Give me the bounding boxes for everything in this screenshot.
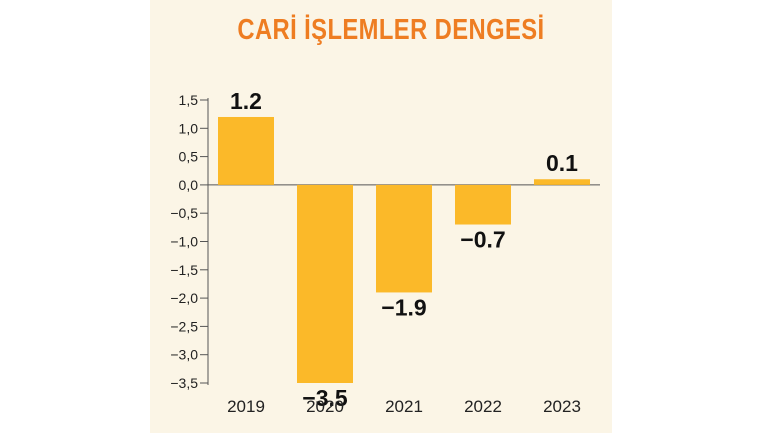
data-label-2021: −1.9 <box>381 294 426 320</box>
bar-2021 <box>376 184 432 293</box>
y-tick-label: −2,0 <box>170 290 198 306</box>
bar-2022 <box>455 184 511 225</box>
y-tick-label: −3,0 <box>170 347 198 363</box>
data-label-2022: −0.7 <box>460 227 505 253</box>
y-tick-label: −1,5 <box>170 262 198 278</box>
chart-title: CARİ İŞLEMLER DENGESİ <box>237 14 545 46</box>
data-label-2020: −3.5 <box>302 385 348 411</box>
data-label-2019: 1.2 <box>230 88 262 114</box>
x-tick-label-2019: 2019 <box>227 397 265 416</box>
x-tick-label-2023: 2023 <box>543 397 581 416</box>
x-tick-label-2022: 2022 <box>464 397 502 416</box>
y-tick-label: 0,5 <box>179 149 199 165</box>
y-tick-label: 1,0 <box>179 120 199 136</box>
y-tick-label: −3,5 <box>170 375 198 391</box>
y-tick-label: −0,5 <box>170 205 198 221</box>
bar-2023 <box>534 179 590 185</box>
y-tick-label: 1,5 <box>179 92 199 108</box>
bar-2019 <box>218 116 274 185</box>
data-label-2023: 0.1 <box>546 150 578 176</box>
y-tick-label: 0,0 <box>179 177 199 193</box>
x-tick-label-2020: 2020 <box>306 397 344 416</box>
y-tick-label: −1,0 <box>170 234 198 250</box>
x-tick-label-2021: 2021 <box>385 397 423 416</box>
bar-2020 <box>297 184 353 383</box>
y-tick-label: −2,5 <box>170 318 198 334</box>
